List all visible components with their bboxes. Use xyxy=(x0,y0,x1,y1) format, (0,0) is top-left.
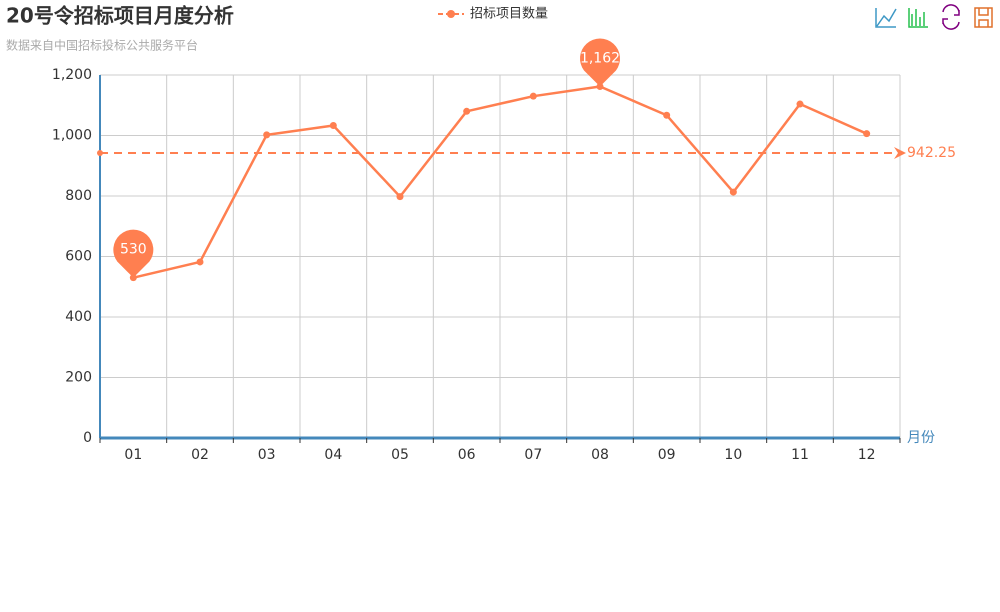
legend-label: 招标项目数量 xyxy=(470,7,548,22)
data-point xyxy=(529,92,537,100)
line-icon[interactable] xyxy=(875,8,897,28)
chart-title: 20号令招标项目月度分析 xyxy=(6,4,234,28)
y-tick-label: 800 xyxy=(65,188,92,204)
mark-point-pin xyxy=(113,229,154,278)
data-point xyxy=(663,111,671,119)
x-tick-label: 11 xyxy=(791,447,809,463)
x-tick-label: 06 xyxy=(458,447,476,463)
legend-marker xyxy=(447,10,455,18)
mean-line-arrow xyxy=(894,146,906,159)
data-point xyxy=(329,122,337,130)
x-tick-label: 10 xyxy=(724,447,742,463)
mean-line-start xyxy=(97,149,103,156)
series-line xyxy=(133,85,868,279)
x-tick-label: 02 xyxy=(191,447,209,463)
x-tick-label: 01 xyxy=(124,447,142,463)
data-point xyxy=(263,131,271,139)
data-point xyxy=(863,130,871,138)
y-tick-label: 400 xyxy=(65,309,92,325)
data-point xyxy=(396,193,404,201)
data-point xyxy=(796,100,804,108)
restore-icon[interactable] xyxy=(942,4,960,30)
bar-icon[interactable] xyxy=(908,8,928,28)
x-tick-label: 07 xyxy=(524,447,542,463)
mark-point-pin xyxy=(579,38,620,87)
data-point xyxy=(196,258,204,266)
y-tick-label: 600 xyxy=(65,249,92,265)
x-tick-label: 03 xyxy=(258,447,276,463)
toolbox[interactable] xyxy=(875,4,993,30)
x-tick-label: 04 xyxy=(324,447,342,463)
y-tick-label: 0 xyxy=(83,430,92,446)
x-tick-label: 09 xyxy=(658,447,676,463)
mean-line-label: 942.25 xyxy=(907,145,956,161)
x-axis-label: 月份 xyxy=(907,430,935,446)
y-tick-label: 200 xyxy=(65,370,92,386)
y-tick-label: 1,000 xyxy=(52,128,92,144)
x-tick-label: 12 xyxy=(858,447,876,463)
x-tick-label: 08 xyxy=(591,447,609,463)
data-point xyxy=(729,188,737,196)
x-tick-label: 05 xyxy=(391,447,409,463)
mark-point-label: 1,162 xyxy=(580,50,620,66)
mark-point-label: 530 xyxy=(120,242,147,258)
save-icon[interactable] xyxy=(974,7,993,28)
y-tick-label: 1,200 xyxy=(52,67,92,83)
chart-subtitle: 数据来自中国招标投标公共服务平台 xyxy=(6,38,198,53)
data-point xyxy=(463,107,471,115)
